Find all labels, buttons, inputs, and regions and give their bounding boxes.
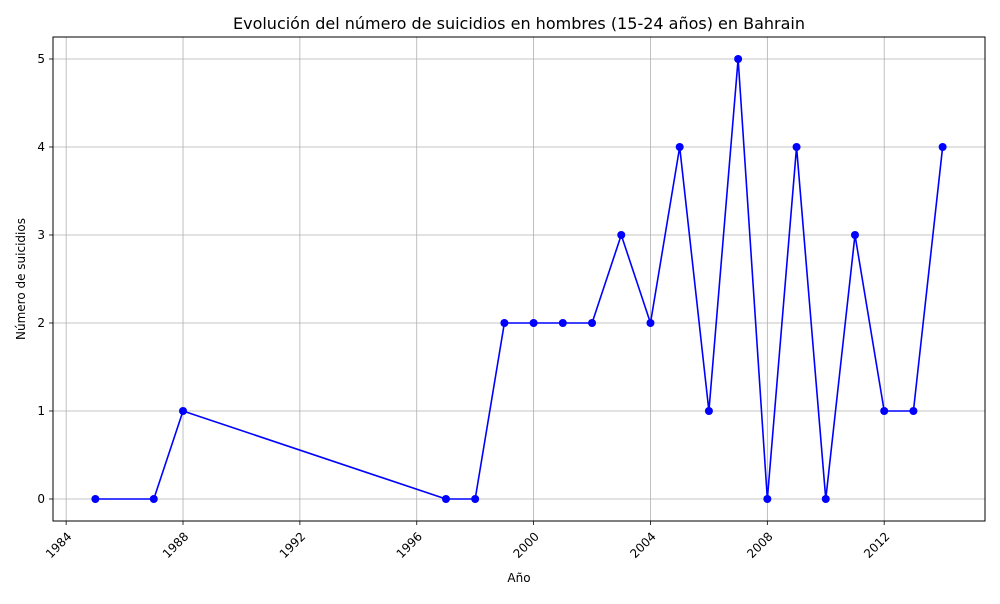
data-point-marker <box>91 495 100 503</box>
data-point-marker <box>441 495 450 503</box>
data-point-marker <box>763 495 772 503</box>
data-series <box>91 55 947 503</box>
data-point-marker <box>149 495 158 503</box>
data-point-marker <box>792 143 801 151</box>
data-point-marker <box>704 407 713 415</box>
data-point-marker <box>938 143 947 151</box>
y-tick-label: 0 <box>37 492 45 506</box>
data-point-marker <box>558 319 567 327</box>
data-point-marker <box>646 319 655 327</box>
data-point-marker <box>880 407 889 415</box>
y-tick-label: 2 <box>37 316 45 330</box>
chart-title: Evolución del número de suicidios en hom… <box>233 14 805 33</box>
data-point-marker <box>734 55 743 63</box>
data-point-marker <box>617 231 626 239</box>
x-axis-label: Año <box>507 571 530 585</box>
y-tick-label: 1 <box>37 404 45 418</box>
data-point-marker <box>675 143 684 151</box>
y-tick-label: 4 <box>37 140 45 154</box>
data-point-marker <box>500 319 509 327</box>
data-point-marker <box>179 407 188 415</box>
y-axis-label: Número de suicidios <box>14 218 28 340</box>
data-point-marker <box>529 319 538 327</box>
plot-frame <box>52 36 986 522</box>
y-tick-label: 3 <box>37 228 45 242</box>
y-tick-label: 5 <box>37 52 45 66</box>
data-point-marker <box>471 495 480 503</box>
data-point-marker <box>909 407 918 415</box>
data-point-marker <box>850 231 859 239</box>
grid-lines <box>53 37 985 521</box>
data-point-marker <box>588 319 597 327</box>
y-axis-ticks: 0 1 2 3 4 5 <box>37 52 53 506</box>
data-point-marker <box>821 495 830 503</box>
